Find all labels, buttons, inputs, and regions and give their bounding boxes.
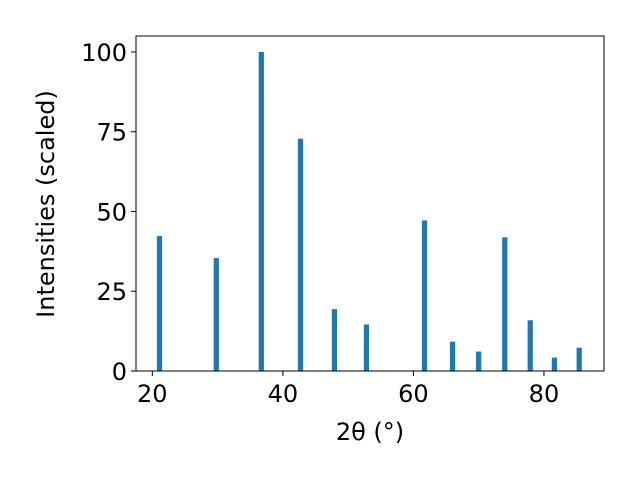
y-tick-label: 100 [81,39,127,67]
bar [421,220,428,371]
bar [449,341,456,371]
x-tick-label: 20 [137,380,168,408]
bar [502,237,508,371]
bar [331,309,338,371]
bar [258,51,264,371]
x-tick-label: 40 [268,380,299,408]
bar [297,138,304,371]
y-tick-label: 75 [96,119,127,147]
plot-frame [135,35,605,372]
y-tick-label: 25 [96,278,127,306]
x-tick-label: 80 [529,380,560,408]
bar [527,320,533,371]
bar [551,357,558,371]
bar [476,351,482,371]
x-tick-label: 60 [398,380,429,408]
bar [576,347,582,371]
y-tick-label: 0 [112,358,127,386]
bar [156,236,163,371]
y-axis-label: Intensities (scaled) [32,90,60,318]
bar [363,324,370,371]
bar [213,258,219,371]
y-tick-label: 50 [96,198,127,226]
x-axis-label: 2θ (°) [336,418,404,446]
